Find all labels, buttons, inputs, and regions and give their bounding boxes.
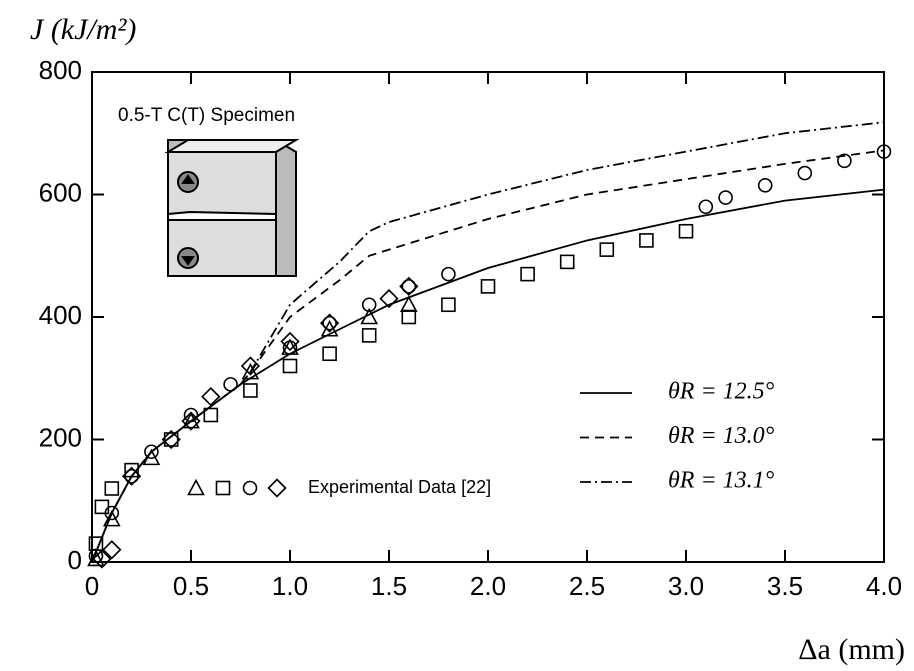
data-point bbox=[280, 331, 300, 352]
data-point bbox=[520, 266, 535, 282]
annotation: 0.5-T C(T) Specimen bbox=[118, 105, 295, 126]
y-tick-label: 200 bbox=[39, 422, 82, 452]
data-point bbox=[92, 549, 112, 569]
data-point bbox=[282, 340, 298, 355]
data-point bbox=[203, 407, 219, 423]
legend-label: Experimental Data [22] bbox=[308, 477, 491, 497]
data-point bbox=[441, 266, 456, 282]
data-point bbox=[201, 386, 221, 407]
data-point bbox=[876, 144, 892, 159]
x-tick-label: 3.5 bbox=[767, 571, 803, 601]
data-point bbox=[223, 377, 238, 392]
x-tick-label: 1.0 bbox=[272, 571, 308, 601]
data-point bbox=[319, 313, 340, 333]
data-point bbox=[104, 505, 120, 521]
data-point bbox=[559, 254, 575, 270]
data-point bbox=[399, 276, 419, 297]
data-point bbox=[678, 223, 694, 239]
data-point bbox=[161, 429, 181, 450]
data-point bbox=[757, 178, 773, 193]
legend-label: θR = 13.0° bbox=[668, 423, 775, 449]
data-point bbox=[480, 279, 496, 294]
data-point bbox=[797, 165, 813, 181]
y-tick-label: 400 bbox=[39, 300, 82, 330]
x-tick-label: 4.0 bbox=[866, 571, 902, 601]
legend-marker bbox=[242, 480, 258, 496]
data-point bbox=[718, 190, 733, 205]
x-tick-label: 0.5 bbox=[173, 571, 209, 601]
data-point bbox=[639, 233, 654, 248]
x-tick-label: 1.5 bbox=[371, 571, 407, 601]
model-curve bbox=[91, 121, 885, 563]
data-point bbox=[361, 297, 377, 313]
x-tick-label: 0 bbox=[85, 571, 99, 601]
data-point bbox=[322, 346, 337, 362]
data-point bbox=[102, 540, 122, 560]
data-point bbox=[282, 358, 298, 374]
data-point bbox=[181, 411, 201, 431]
data-point bbox=[163, 432, 179, 447]
data-point bbox=[360, 307, 379, 325]
data-point bbox=[361, 328, 377, 343]
data-point bbox=[837, 153, 852, 169]
x-tick-label: 2.0 bbox=[470, 571, 506, 601]
data-point bbox=[121, 466, 142, 486]
data-point bbox=[698, 199, 714, 215]
data-point bbox=[401, 279, 417, 294]
legend-marker bbox=[267, 478, 287, 498]
y-tick-label: 600 bbox=[39, 177, 82, 207]
data-point bbox=[599, 242, 615, 257]
x-axis-label: Δa (mm) bbox=[798, 633, 905, 666]
data-point bbox=[124, 468, 139, 484]
data-point bbox=[124, 462, 139, 478]
specimen-icon bbox=[164, 139, 300, 277]
data-point bbox=[379, 288, 399, 309]
y-tick-label: 800 bbox=[39, 55, 82, 85]
data-point bbox=[441, 297, 456, 313]
legend-label: θR = 13.1° bbox=[668, 468, 775, 494]
x-tick-label: 2.5 bbox=[569, 571, 605, 601]
legend-label: θR = 12.5° bbox=[668, 379, 775, 405]
data-point bbox=[87, 549, 105, 567]
legend-marker bbox=[215, 480, 231, 496]
data-point bbox=[144, 444, 159, 460]
y-axis-label: J (kJ/m²) bbox=[30, 13, 136, 46]
data-point bbox=[243, 383, 258, 398]
data-point bbox=[183, 407, 199, 423]
data-point bbox=[322, 315, 337, 331]
y-tick-label: 0 bbox=[68, 545, 82, 575]
legend-marker bbox=[187, 478, 205, 496]
data-point bbox=[104, 481, 120, 496]
data-point bbox=[240, 356, 261, 376]
data-point bbox=[94, 499, 110, 515]
data-point bbox=[401, 309, 417, 325]
x-tick-label: 3.0 bbox=[668, 571, 704, 601]
